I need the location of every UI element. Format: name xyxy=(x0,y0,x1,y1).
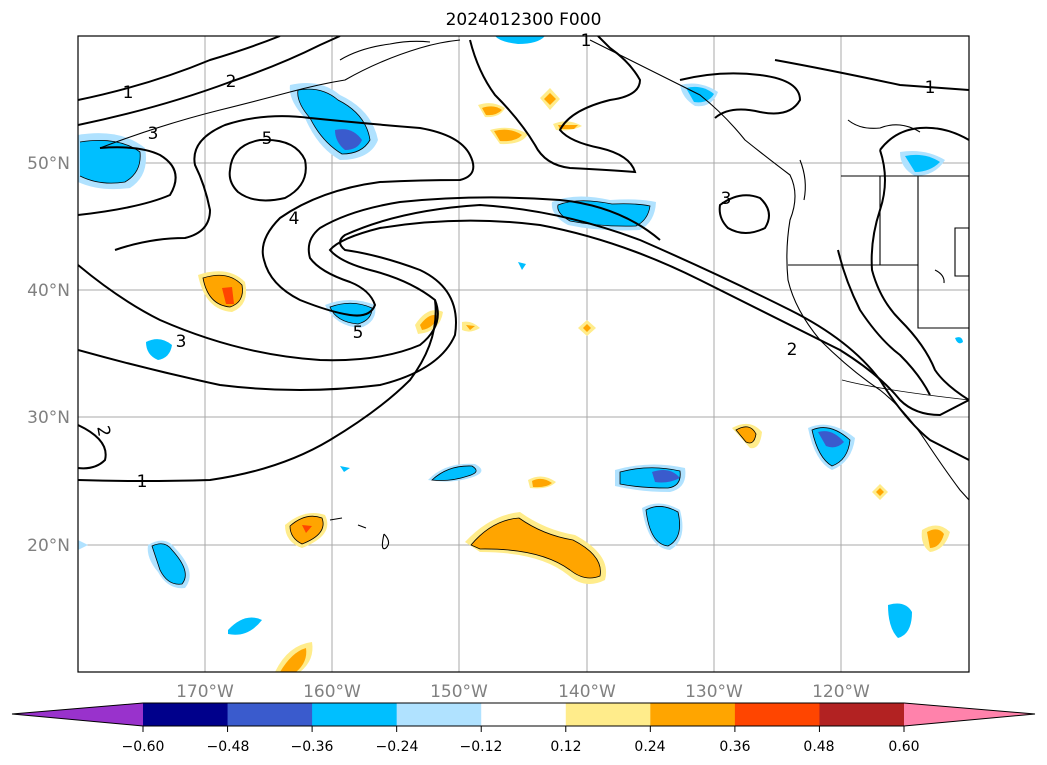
lon-label: 120°W xyxy=(812,682,870,702)
colorbar-tick-label: 0.48 xyxy=(803,739,834,755)
colorbar-segment xyxy=(565,703,651,726)
colorbar-tick-label: −0.60 xyxy=(122,739,165,755)
colorbar-segment xyxy=(650,703,736,726)
contour-label: 5 xyxy=(353,323,364,343)
colorbar-extend-low xyxy=(12,703,143,726)
colorbar-tick-label: −0.24 xyxy=(376,739,419,755)
contour-label: 2 xyxy=(787,340,798,360)
contour-label: 1 xyxy=(581,31,592,51)
height-contours xyxy=(78,36,969,482)
contour-label: 5 xyxy=(262,129,273,149)
colorbar-tick-label: −0.48 xyxy=(207,739,250,755)
contour-label: 3 xyxy=(148,124,159,144)
lat-label: 40°N xyxy=(27,281,70,301)
colorbar-segment xyxy=(312,703,398,726)
contour-labels: 1 2 3 5 4 3 5 3 2 1 1 2 1 xyxy=(92,31,935,492)
map-title: 2024012300 F000 xyxy=(445,10,602,30)
colorbar-segment xyxy=(143,703,229,726)
lon-label: 160°W xyxy=(303,682,361,702)
lon-label: 140°W xyxy=(558,682,616,702)
colorbar: −0.60 −0.48 −0.36 −0.24 −0.12 0.12 0.24 … xyxy=(11,702,1036,755)
colorbar-tick-label: −0.36 xyxy=(291,739,334,755)
lon-label: 170°W xyxy=(176,682,234,702)
contour-label: 3 xyxy=(721,189,732,209)
lon-label: 150°W xyxy=(430,682,488,702)
lat-label: 20°N xyxy=(27,536,70,556)
colorbar-segment xyxy=(396,703,482,726)
lon-label: 130°W xyxy=(685,682,743,702)
lat-label: 50°N xyxy=(27,154,70,174)
longitude-labels: 170°W 160°W 150°W 140°W 130°W 120°W xyxy=(176,682,870,702)
colorbar-segment xyxy=(819,703,905,726)
contour-label: 1 xyxy=(137,472,148,492)
colorbar-tick-label: 0.12 xyxy=(550,739,581,755)
colorbar-tick-label: −0.12 xyxy=(460,739,503,755)
positive-anomaly-patches xyxy=(198,88,950,672)
colorbar-extend-high xyxy=(904,703,1035,726)
contour-label: 1 xyxy=(123,83,134,103)
map-frame xyxy=(77,35,970,673)
latitude-labels: 50°N 40°N 30°N 20°N xyxy=(27,154,70,556)
contour-label: 2 xyxy=(226,72,237,92)
colorbar-tick-label: 0.24 xyxy=(634,739,665,755)
contour-label: 1 xyxy=(925,78,936,98)
map-plot-area xyxy=(78,36,969,672)
negative-anomaly-patches xyxy=(78,36,963,638)
contour-label: 2 xyxy=(92,424,114,438)
colorbar-segment xyxy=(227,703,313,726)
patch-outlines xyxy=(79,88,851,585)
contour-label: 4 xyxy=(289,209,300,229)
colorbar-segment xyxy=(481,703,567,726)
colorbar-tick-label: 0.60 xyxy=(888,739,919,755)
colorbar-tick-label: 0.36 xyxy=(719,739,750,755)
contour-label: 3 xyxy=(176,332,187,352)
colorbar-segment xyxy=(734,703,820,726)
lat-label: 30°N xyxy=(27,408,70,428)
